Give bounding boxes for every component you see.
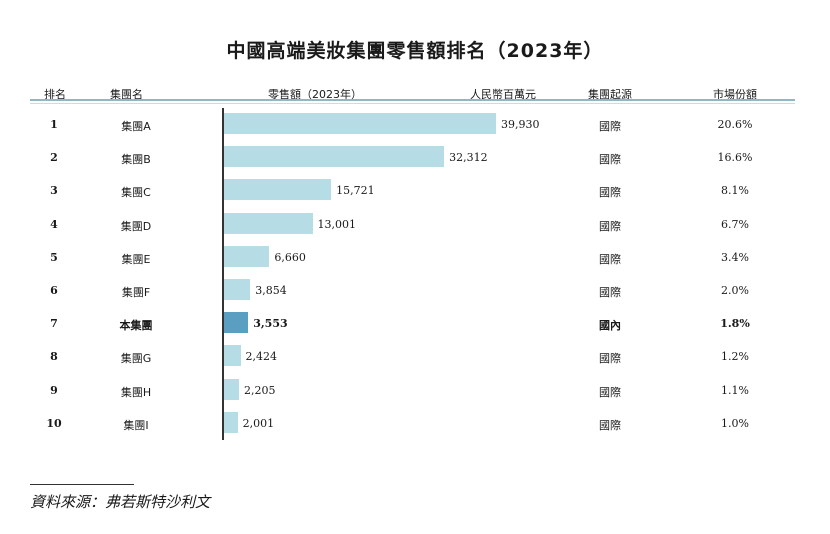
origin-cell: 國際: [599, 418, 621, 432]
bar-集團G: [224, 345, 241, 367]
bar-集團D: [224, 212, 313, 234]
bar-value-label: 2,205: [244, 383, 276, 397]
bar-集團H: [224, 378, 240, 400]
table-row: 1 集團A 39,930 國際 20.6%: [0, 108, 830, 141]
header-origin: 集團起源: [588, 88, 632, 101]
bar-value-label: 3,854: [255, 284, 287, 297]
bar-集團E: [224, 245, 270, 267]
market-share-cell: 1.8%: [720, 317, 750, 331]
origin-cell: 國內: [599, 319, 621, 333]
header-sales: 零售額（2023年）: [268, 88, 362, 101]
table-row: 8 集團G 2,424 國際 1.2%: [0, 340, 830, 373]
rank-cell: 7: [50, 317, 58, 331]
origin-cell: 國際: [599, 120, 621, 133]
group-name-cell: 集團E: [121, 252, 151, 266]
header-share: 市場份額: [713, 88, 757, 101]
rank-cell: 4: [50, 217, 58, 231]
header-rank: 排名: [44, 88, 66, 101]
source-note: 資料來源：弗若斯特沙利文: [30, 493, 211, 511]
group-name-cell: 本集團: [119, 319, 153, 333]
market-share-cell: 1.0%: [721, 416, 749, 430]
bar-value-label: 39,930: [501, 118, 540, 131]
market-share-cell: 6.7%: [721, 217, 749, 231]
group-name-cell: 集團D: [120, 219, 152, 233]
bar-axis: [222, 108, 224, 440]
market-share-cell: 2.0%: [721, 284, 749, 297]
table-row: 7 本集團 3,553 國內 1.8%: [0, 307, 830, 340]
group-name-cell: 集團F: [121, 286, 151, 299]
bar-value-label: 32,312: [449, 151, 488, 165]
bar-集團F: [224, 279, 251, 300]
bar-value-label: 2,001: [242, 416, 275, 430]
origin-cell: 國際: [599, 252, 621, 266]
market-share-cell: 8.1%: [721, 184, 749, 198]
table-row: 4 集團D 13,001 國際 6.7%: [0, 208, 830, 241]
group-name-cell: 集團I: [123, 418, 149, 432]
table-row: 6 集團F 3,854 國際 2.0%: [0, 274, 830, 307]
rank-cell: 9: [50, 383, 58, 397]
market-share-cell: 3.4%: [721, 250, 749, 264]
table-row: 10 集團I 2,001 國際 1.0%: [0, 407, 830, 440]
table-row: 2 集團B 32,312 國際 16.6%: [0, 141, 830, 174]
rank-cell: 10: [46, 416, 62, 430]
rank-cell: 6: [50, 284, 58, 297]
market-share-cell: 16.6%: [717, 151, 753, 165]
origin-cell: 國際: [599, 153, 621, 167]
bar-集團I: [224, 411, 238, 433]
bar-value-label: 13,001: [317, 217, 357, 231]
group-name-cell: 集團A: [121, 120, 151, 133]
bar-集團B: [224, 146, 445, 168]
bar-value-label: 3,553: [253, 317, 288, 331]
bar-集團A: [224, 113, 496, 134]
header-divider-secondary: [30, 103, 795, 104]
rank-cell: 5: [50, 250, 58, 264]
bar-集團C: [224, 179, 332, 201]
source-rule: [30, 484, 134, 485]
chart-title: 中國高端美妝集團零售額排名（2023年）: [226, 40, 604, 62]
rank-cell: 8: [50, 350, 58, 364]
origin-cell: 國際: [599, 219, 621, 233]
header-group: 集團名: [110, 88, 143, 101]
bar-value-label: 2,424: [245, 350, 278, 364]
rank-cell: 1: [50, 118, 58, 131]
group-name-cell: 集團C: [121, 186, 151, 200]
group-name-cell: 集團G: [120, 352, 152, 366]
rank-cell: 2: [50, 151, 58, 165]
market-share-cell: 20.6%: [717, 118, 753, 131]
bar-本集團: [224, 312, 249, 334]
table-row: 9 集團H 2,205 國際 1.1%: [0, 374, 830, 407]
table-row: 3 集團C 15,721 國際 8.1%: [0, 174, 830, 207]
origin-cell: 國際: [599, 186, 621, 200]
bar-value-label: 6,660: [274, 250, 306, 264]
header-divider: [30, 99, 795, 101]
group-name-cell: 集團B: [121, 153, 151, 167]
group-name-cell: 集團H: [120, 385, 152, 399]
market-share-cell: 1.1%: [721, 383, 749, 397]
rank-cell: 3: [50, 184, 58, 198]
market-share-cell: 1.2%: [721, 350, 749, 364]
origin-cell: 國際: [599, 286, 621, 299]
origin-cell: 國際: [599, 352, 621, 366]
table-row: 5 集團E 6,660 國際 3.4%: [0, 241, 830, 274]
bar-value-label: 15,721: [336, 184, 375, 198]
origin-cell: 國際: [599, 385, 621, 399]
header-unit: 人民幣百萬元: [470, 88, 536, 101]
